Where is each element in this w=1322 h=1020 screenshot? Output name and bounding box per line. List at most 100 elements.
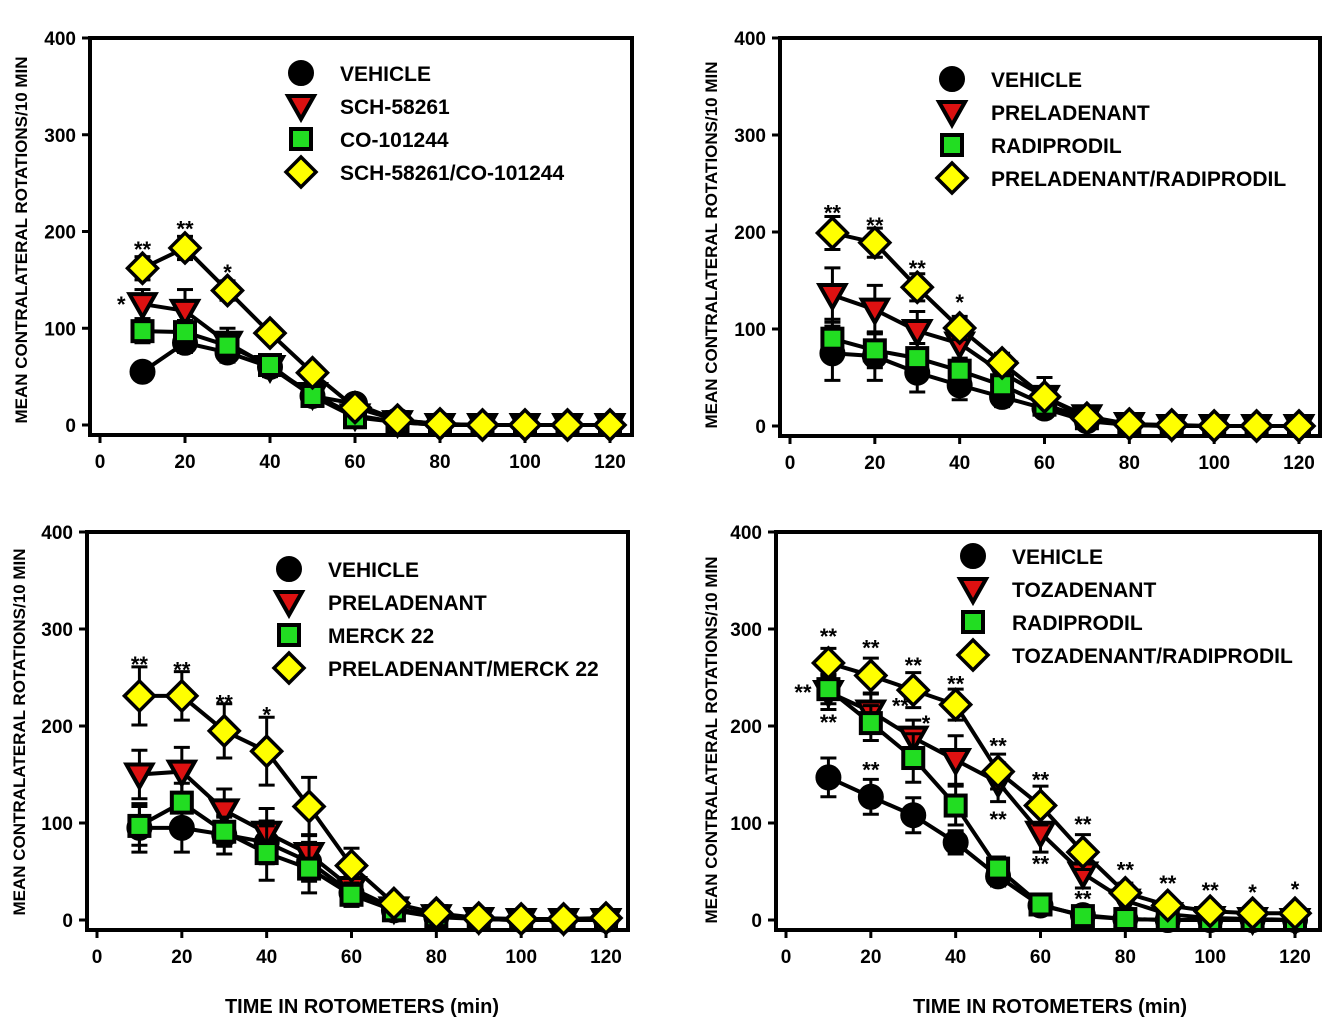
legend-down-triangle-marker <box>935 100 969 130</box>
data-point-diamond-marker <box>980 754 1016 790</box>
significance-marker: ** <box>909 256 927 281</box>
legend: VEHICLE PRELADENANT MERCK 22 PRELADENANT/ME… <box>271 556 599 686</box>
x-tick-label: 100 <box>1198 453 1230 474</box>
legend-label: VEHICLE <box>1012 546 1103 569</box>
legend-circle-marker <box>288 60 314 86</box>
data-point-diamond-marker <box>337 390 373 426</box>
y-axis-title: MEAN CONTRALATERAL ROTATIONS/10 MIN <box>12 56 31 423</box>
data-point-square-marker <box>173 320 197 345</box>
data-point-circle-marker <box>815 764 842 791</box>
legend-label: PRELADENANT/MERCK 22 <box>328 658 599 681</box>
x-tick-label: 40 <box>945 947 966 968</box>
data-point-diamond-marker <box>1023 788 1058 824</box>
data-point-square-marker <box>905 346 930 371</box>
data-point-diamond-marker <box>938 687 974 723</box>
series-vehicle <box>815 756 1308 933</box>
data-point-square-marker <box>1070 904 1095 929</box>
x-tick-label: 120 <box>594 452 626 473</box>
series-line <box>827 775 1295 922</box>
data-point-diamond-marker <box>376 886 412 921</box>
legend-label: SCH-58261 <box>340 96 450 119</box>
plot-frame <box>88 36 634 437</box>
x-tick-label: 60 <box>344 452 365 473</box>
x-tick-label: 20 <box>864 453 885 474</box>
data-point-diamond-marker <box>465 407 500 443</box>
series-line <box>831 336 1299 428</box>
data-point-down-triangle-marker <box>165 759 199 789</box>
y-tick-label: 100 <box>41 814 73 835</box>
significance-marker: ** <box>1074 812 1092 837</box>
data-point-diamond-marker <box>1111 406 1147 442</box>
plot-frame <box>774 530 1322 932</box>
data-point-square-marker <box>901 746 926 771</box>
data-point-diamond-marker <box>249 733 285 769</box>
legend-square-marker <box>961 610 985 634</box>
data-point-diamond-marker <box>252 315 288 351</box>
series-combo <box>121 665 624 937</box>
data-point-diamond-marker <box>1150 887 1186 923</box>
data-point-diamond-marker <box>164 678 200 714</box>
data-point-square-marker <box>130 319 155 344</box>
data-point-diamond-marker <box>210 273 245 308</box>
x-tick-label: 100 <box>509 452 541 473</box>
y-tick-label: 400 <box>44 29 76 50</box>
data-point-diamond-marker <box>814 215 850 251</box>
significance-marker: ** <box>1074 887 1092 912</box>
legend-label: SCH-58261/CO-101244 <box>340 162 564 185</box>
data-point-down-triangle-marker <box>939 747 973 778</box>
significance-marker: ** <box>131 652 149 677</box>
data-point-square-marker <box>943 793 968 818</box>
data-point-diamond-marker <box>1069 400 1105 436</box>
series-line <box>831 231 1299 428</box>
x-tick-label: 40 <box>259 452 280 473</box>
data-point-square-marker <box>858 711 883 736</box>
significance-marker: ** <box>1032 852 1050 877</box>
data-point-square-marker <box>169 790 194 815</box>
y-tick-label: 300 <box>730 620 762 641</box>
significance-marker: ** <box>824 201 842 226</box>
x-tick-label: 120 <box>590 947 622 968</box>
significance-marker: ** <box>1117 858 1135 883</box>
x-tick-label: 20 <box>860 947 881 968</box>
legend-down-triangle-marker <box>284 94 318 124</box>
data-point-down-triangle-marker <box>900 318 934 349</box>
x-tick-label: 40 <box>949 453 970 474</box>
data-point-square-marker <box>986 856 1011 881</box>
plot-frame <box>778 36 1322 438</box>
y-tick-label: 200 <box>41 717 73 738</box>
legend: VEHICLE TOZADENANT RADIPRODIL TOZADENANT/RA… <box>955 543 1293 673</box>
x-axis-title-left: TIME IN ROTOMETERS (min) <box>225 996 499 1018</box>
legend-label: CO-101244 <box>340 129 449 152</box>
data-point-diamond-marker <box>461 900 497 936</box>
x-tick-label: 60 <box>341 947 362 968</box>
data-point-diamond-marker <box>1154 407 1190 443</box>
series-line <box>139 825 606 922</box>
data-point-diamond-marker <box>895 672 931 708</box>
y-tick-label: 400 <box>734 29 766 50</box>
x-tick-label: 120 <box>1283 453 1315 474</box>
data-point-square-marker <box>297 856 322 881</box>
data-point-diamond-marker <box>899 269 935 305</box>
x-tick-label: 100 <box>1194 947 1226 968</box>
data-point-square-marker <box>862 338 887 363</box>
significance-marker: ** <box>990 733 1008 758</box>
legend-square-marker <box>940 133 964 157</box>
data-point-diamond-marker <box>1192 893 1228 929</box>
legend-diamond-marker <box>271 650 307 686</box>
y-tick-label: 300 <box>44 126 76 147</box>
x-tick-label: 60 <box>1030 947 1051 968</box>
y-tick-label: 300 <box>734 126 766 147</box>
series-combo <box>810 645 1313 931</box>
data-point-diamond-marker <box>1027 379 1062 415</box>
y-tick-label: 0 <box>62 911 73 932</box>
chart-panel-top-left: 0 100 200 300 400 0 20 40 60 80 100 120 MEAN CONTRAL… <box>12 29 634 473</box>
legend-diamond-marker <box>955 637 991 673</box>
data-point-circle-marker <box>857 783 884 810</box>
legend-circle-marker <box>939 66 965 92</box>
chart-panel-bottom-right: 0 100 200 300 400 0 20 40 60 80 100 120 MEAN CONTRAL… <box>702 523 1322 968</box>
significance-marker: * <box>1291 877 1300 902</box>
legend-down-triangle-marker <box>956 577 990 607</box>
x-tick-label: 80 <box>1119 453 1140 474</box>
series-vehicle <box>819 324 1312 439</box>
